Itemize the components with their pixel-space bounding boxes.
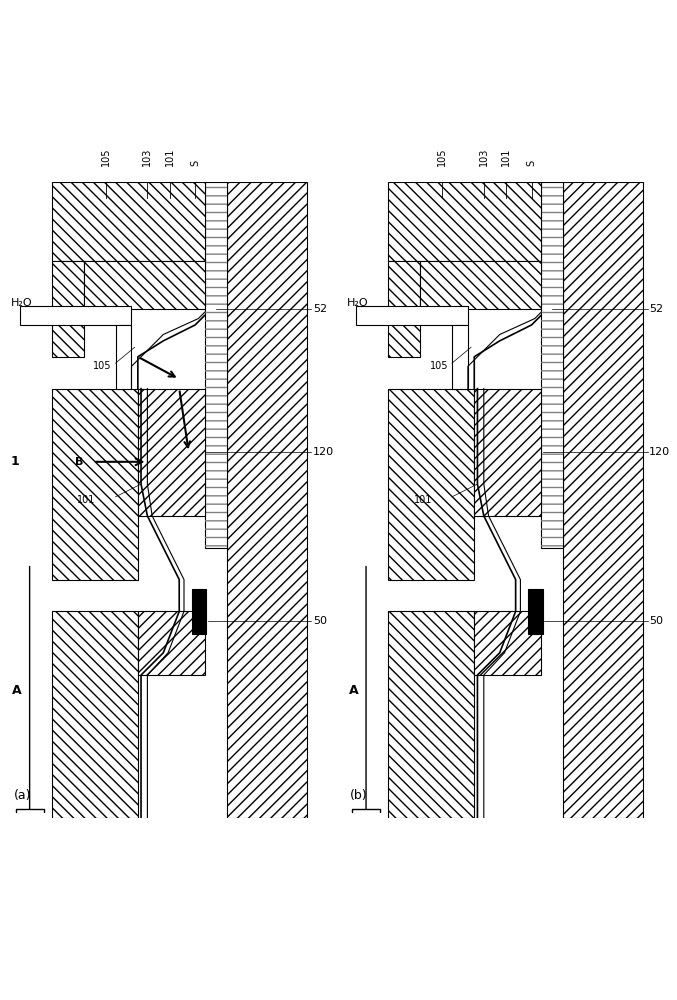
Text: 120: 120 [313, 447, 334, 457]
FancyBboxPatch shape [52, 389, 138, 580]
FancyBboxPatch shape [389, 611, 475, 818]
FancyBboxPatch shape [138, 611, 204, 675]
FancyBboxPatch shape [52, 261, 84, 357]
Text: H₂O: H₂O [11, 298, 32, 308]
Text: 105: 105 [437, 147, 447, 166]
FancyBboxPatch shape [52, 611, 138, 818]
Text: 103: 103 [479, 147, 489, 166]
Text: 105: 105 [93, 361, 112, 371]
Text: 50: 50 [313, 616, 327, 626]
Text: A: A [12, 684, 22, 697]
FancyBboxPatch shape [563, 182, 643, 818]
FancyBboxPatch shape [475, 611, 541, 675]
Text: 101: 101 [501, 147, 511, 166]
Text: 120: 120 [649, 447, 670, 457]
Text: 103: 103 [142, 147, 152, 166]
FancyBboxPatch shape [138, 389, 204, 516]
Text: 52: 52 [313, 304, 327, 314]
FancyBboxPatch shape [84, 261, 204, 309]
FancyBboxPatch shape [420, 261, 541, 309]
Text: 1: 1 [11, 455, 19, 468]
Text: 52: 52 [649, 304, 663, 314]
FancyBboxPatch shape [475, 389, 541, 516]
FancyBboxPatch shape [192, 589, 206, 634]
Text: 101: 101 [77, 495, 95, 505]
Text: 105: 105 [430, 361, 448, 371]
FancyBboxPatch shape [52, 182, 204, 261]
Text: 105: 105 [101, 147, 111, 166]
FancyBboxPatch shape [227, 182, 307, 818]
Text: 50: 50 [649, 616, 663, 626]
FancyBboxPatch shape [528, 589, 543, 634]
Text: (b): (b) [350, 789, 368, 802]
Text: S: S [190, 160, 200, 166]
FancyBboxPatch shape [20, 306, 131, 325]
FancyBboxPatch shape [116, 325, 131, 389]
FancyBboxPatch shape [204, 182, 227, 548]
FancyBboxPatch shape [541, 182, 563, 548]
Text: A: A [349, 684, 358, 697]
Text: 101: 101 [165, 147, 175, 166]
FancyBboxPatch shape [389, 182, 541, 261]
Text: 101: 101 [414, 495, 432, 505]
FancyBboxPatch shape [452, 325, 468, 389]
Text: H₂O: H₂O [347, 298, 368, 308]
Text: S: S [527, 160, 537, 166]
FancyBboxPatch shape [389, 389, 475, 580]
Text: (a): (a) [14, 789, 31, 802]
Text: B: B [75, 457, 84, 467]
FancyBboxPatch shape [389, 261, 420, 357]
FancyBboxPatch shape [357, 306, 468, 325]
